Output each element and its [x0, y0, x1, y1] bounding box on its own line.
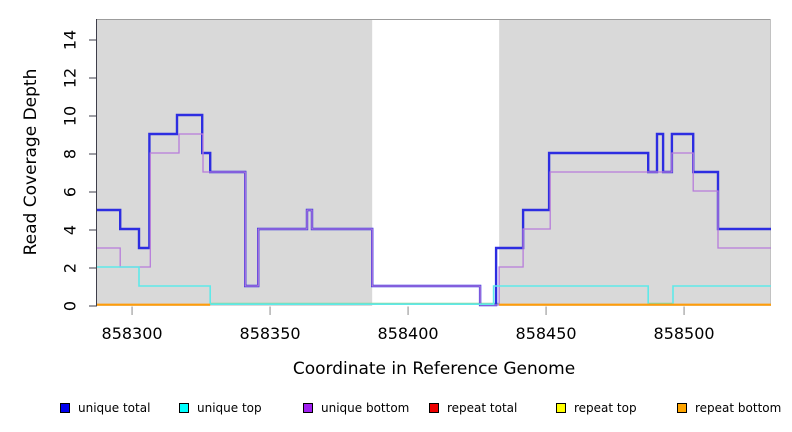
y-tick-label: 8	[60, 148, 80, 160]
y-tick-label: 4	[60, 224, 80, 236]
y-tick-label: 6	[60, 186, 80, 198]
legend-label: unique bottom	[321, 401, 410, 415]
legend-label: repeat bottom	[695, 401, 782, 415]
x-tick-label: 858400	[377, 324, 439, 343]
legend-label: unique total	[78, 401, 151, 415]
legend-swatch	[303, 403, 313, 413]
x-tick-label: 858350	[239, 324, 301, 343]
series-unique-top	[97, 266, 771, 305]
legend-item-unique-total: unique total	[60, 399, 150, 417]
masked-region-band	[97, 19, 373, 306]
legend-label: unique top	[197, 401, 262, 415]
legend-swatch	[677, 403, 687, 413]
legend-item-repeat-top: repeat top	[556, 399, 637, 417]
x-tick-label: 858300	[101, 324, 163, 343]
y-tick-label: 2	[60, 262, 80, 274]
x-tick-label: 858500	[653, 324, 715, 343]
legend-label: repeat total	[447, 401, 518, 415]
legend-item-repeat-bottom: repeat bottom	[677, 399, 781, 417]
legend-swatch	[556, 403, 566, 413]
legend: unique total unique top unique bottom repea…	[0, 399, 792, 419]
legend-swatch	[429, 403, 439, 413]
y-axis-title: Read Coverage Depth	[21, 68, 41, 256]
legend-item-repeat-total: repeat total	[429, 399, 517, 417]
legend-item-unique-top: unique top	[179, 399, 262, 417]
legend-label: repeat top	[574, 401, 637, 415]
masked-region-band	[499, 19, 771, 306]
legend-item-unique-bottom: unique bottom	[303, 399, 409, 417]
legend-swatch	[179, 403, 189, 413]
y-tick-label: 14	[60, 29, 80, 51]
y-tick-label: 12	[60, 67, 80, 89]
y-tick-label: 0	[60, 300, 80, 312]
x-axis-title: Coordinate in Reference Genome	[292, 359, 576, 379]
y-tick-label: 10	[60, 105, 80, 127]
series-unique-bottom	[97, 133, 771, 306]
x-tick-label: 858450	[515, 324, 577, 343]
legend-swatch	[60, 403, 70, 413]
